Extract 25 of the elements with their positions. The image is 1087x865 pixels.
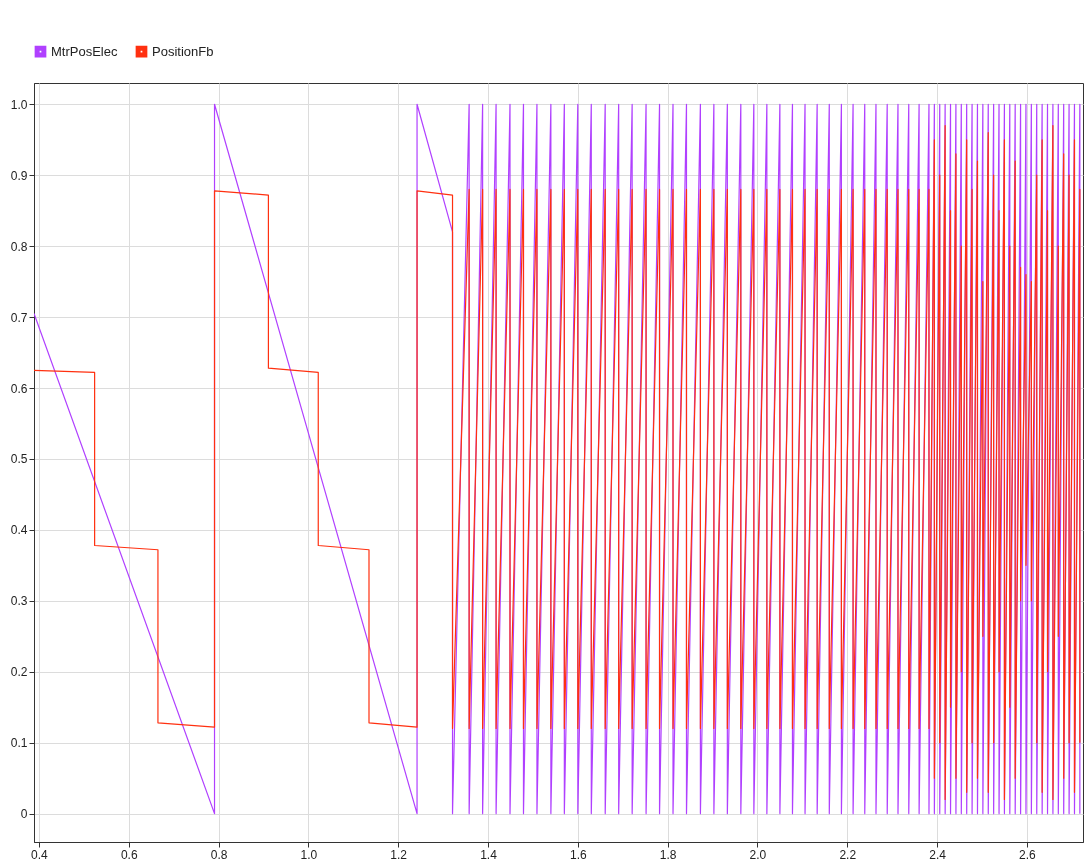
x-tick-label: 0.6 <box>120 847 138 862</box>
x-tick-label: 1.2 <box>390 847 408 862</box>
x-tick-label: 1.0 <box>300 847 318 862</box>
y-tick-label: 0 <box>20 807 28 822</box>
y-tick-label: 0.3 <box>10 594 28 609</box>
y-tick-label: 0.9 <box>10 168 28 183</box>
y-tick-label: 0.8 <box>10 239 28 254</box>
x-tick-label: 2.6 <box>1019 847 1037 862</box>
x-tick-label: 0.8 <box>210 847 228 862</box>
y-tick-label: 0.2 <box>10 665 28 680</box>
x-tick-label: 1.6 <box>569 847 587 862</box>
y-tick-label: 0.7 <box>10 310 28 325</box>
x-tick-label: 2.0 <box>749 847 767 862</box>
legend-label: MtrPosElec <box>51 43 118 59</box>
x-tick-label: 1.4 <box>480 847 498 862</box>
y-tick-label: 0.1 <box>10 736 28 751</box>
x-tick-label: 2.4 <box>929 847 947 862</box>
y-tick-label: 0.6 <box>10 381 28 396</box>
legend-label: PositionFb <box>152 43 214 59</box>
x-tick-label: 0.4 <box>31 847 49 862</box>
y-tick-label: 0.4 <box>10 523 28 538</box>
x-tick-label: 1.8 <box>659 847 677 862</box>
y-tick-label: 1.0 <box>10 97 28 112</box>
x-tick-label: 2.2 <box>839 847 857 862</box>
y-tick-label: 0.5 <box>10 452 28 467</box>
